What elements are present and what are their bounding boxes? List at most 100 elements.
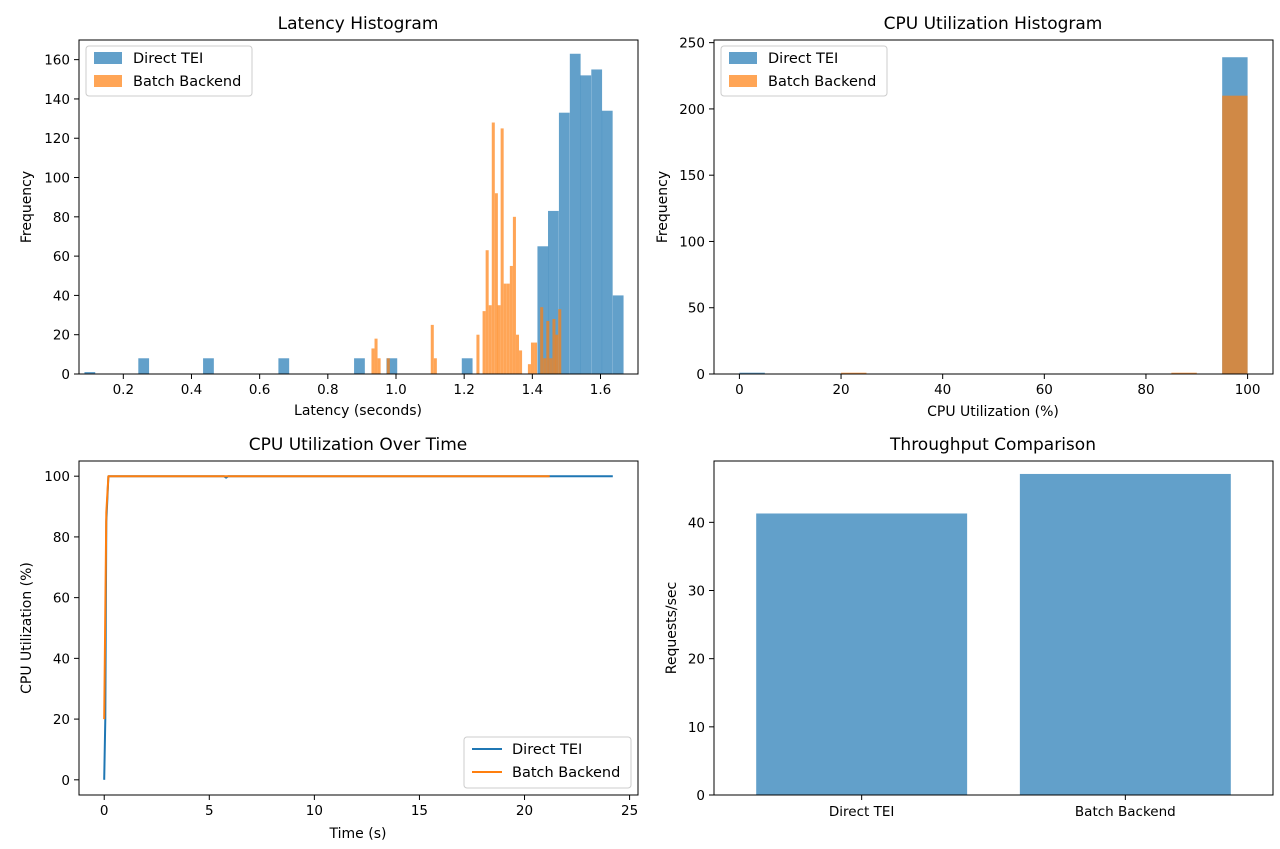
- y-tick-label: 80: [53, 210, 70, 226]
- batch-backend-hist-bar: [549, 358, 553, 374]
- batch-backend-hist-bar: [476, 334, 480, 374]
- cpu-histogram-title: CPU Utilization Histogram: [884, 14, 1103, 34]
- latency-histogram-panel: Latency Histogram 0.2 0.4 0.6 0.8 1.0 1.2 1.4 1…: [19, 14, 639, 419]
- batch-backend-hist-bar: [527, 364, 531, 374]
- throughput-bars: [756, 473, 1231, 795]
- batch-backend-hist-bar: [558, 309, 562, 374]
- y-tick-label: 0: [61, 367, 70, 383]
- latency-bars: [84, 53, 624, 375]
- throughput-x-ticks: Direct TEI Batch Backend: [829, 795, 1176, 820]
- cpu-time-legend: Direct TEI Batch Backend: [463, 736, 632, 789]
- batch-backend-hist-bar: [503, 283, 507, 374]
- batch-backend-hist-bar: [555, 334, 559, 374]
- cpu-hist-x-ticks: 0 20 40 60 80 100: [735, 374, 1260, 398]
- x-tick-label: 100: [1235, 382, 1261, 398]
- cpu-time-y-label: CPU Utilization (%): [19, 562, 35, 694]
- throughput-bar-batch-backend: [1019, 473, 1231, 795]
- x-tick-label: Batch Backend: [1075, 804, 1176, 820]
- y-tick-label: 160: [44, 53, 70, 69]
- direct-tei-hist-bar: [461, 358, 473, 374]
- x-tick-label: 60: [1036, 382, 1053, 398]
- direct-tei-hist-bar: [386, 358, 398, 374]
- y-tick-label: 140: [44, 92, 70, 108]
- x-tick-label: 5: [205, 803, 214, 819]
- batch-backend-hist-bar: [534, 342, 538, 374]
- x-tick-label: 0: [100, 803, 109, 819]
- y-tick-label: 0: [61, 773, 70, 789]
- throughput-title: Throughput Comparison: [889, 435, 1096, 455]
- y-tick-label: 20: [53, 328, 70, 344]
- cpu-hist-legend: Direct TEI Batch Backend: [720, 45, 888, 97]
- latency-histogram-title: Latency Histogram: [278, 14, 439, 34]
- direct-tei-hist-bar: [739, 372, 765, 374]
- y-tick-label: 30: [688, 584, 705, 600]
- x-tick-label: Direct TEI: [829, 804, 894, 820]
- x-tick-label: 10: [306, 803, 323, 819]
- y-tick-label: 250: [679, 36, 705, 52]
- x-tick-label: 1.0: [385, 382, 406, 398]
- direct-tei-hist-bar: [548, 210, 559, 374]
- cpu-hist-plot-frame: [713, 39, 1274, 375]
- latency-plot-frame: [78, 39, 639, 375]
- cpu-hist-legend-box: [720, 45, 888, 97]
- x-tick-label: 20: [832, 382, 849, 398]
- latency-legend-swatch-direct: [94, 52, 122, 64]
- latency-legend-batch: Batch Backend: [133, 74, 241, 90]
- latency-legend-swatch-batch: [94, 75, 122, 87]
- batch-backend-hist-bar: [552, 318, 556, 374]
- direct-tei-hist-bar: [601, 110, 613, 375]
- y-tick-label: 40: [688, 515, 705, 531]
- y-tick-label: 60: [53, 249, 70, 265]
- y-tick-label: 100: [679, 234, 705, 250]
- x-tick-label: 1.4: [522, 382, 543, 398]
- direct-tei-hist-bar: [203, 358, 214, 374]
- batch-backend-hist-bar: [485, 250, 489, 374]
- batch-backend-hist-bar: [512, 216, 516, 374]
- direct-tei-hist-bar: [84, 372, 96, 374]
- latency-x-ticks: 0.2 0.4 0.6 0.8 1.0 1.2 1.4 1.6: [113, 374, 611, 398]
- batch-backend-hist-bar: [506, 283, 510, 374]
- x-tick-label: 25: [621, 803, 638, 819]
- throughput-y-label: Requests/sec: [664, 582, 680, 674]
- direct-tei-hist-bar: [278, 358, 290, 374]
- batch-backend-hist-bar: [546, 320, 550, 374]
- cpu-time-legend-batch: Batch Backend: [512, 765, 620, 781]
- latency-legend: Direct TEI Batch Backend: [85, 45, 253, 97]
- batch-backend-hist-bar: [841, 372, 867, 374]
- y-tick-label: 20: [53, 712, 70, 728]
- batch-backend-hist-bar: [377, 358, 381, 374]
- batch-backend-hist-bar: [519, 350, 523, 374]
- y-tick-label: 50: [688, 301, 705, 317]
- cpu-time-plot-frame: [78, 460, 639, 796]
- batch-backend-hist-bar: [386, 358, 390, 374]
- batch-backend-hist-bar: [371, 348, 375, 374]
- x-tick-label: 0.2: [113, 382, 134, 398]
- y-tick-label: 0: [696, 788, 705, 804]
- cpu-hist-legend-direct: Direct TEI: [768, 51, 838, 67]
- cpu-time-x-label: Time (s): [329, 826, 387, 842]
- cpu-hist-y-ticks: 0 50 100 150 200 250: [679, 36, 714, 383]
- cpu-histogram-panel: CPU Utilization Histogram 0 20 40 60 80 100 0…: [655, 14, 1274, 420]
- cpu-time-panel: CPU Utilization Over Time 0 5 10 15 20 25 0 20…: [19, 435, 639, 842]
- cpu-time-legend-direct: Direct TEI: [512, 742, 582, 758]
- x-tick-label: 1.6: [590, 382, 611, 398]
- y-tick-label: 40: [53, 288, 70, 304]
- latency-y-label: Frequency: [19, 171, 35, 243]
- batch-backend-hist-bar: [509, 265, 513, 374]
- y-tick-label: 200: [679, 102, 705, 118]
- y-tick-label: 20: [688, 652, 705, 668]
- direct-tei-hist-bar: [558, 112, 570, 374]
- cpu-time-title: CPU Utilization Over Time: [249, 435, 467, 455]
- y-tick-label: 60: [53, 591, 70, 607]
- batch-backend-hist-bar: [430, 324, 434, 374]
- x-tick-label: 20: [516, 803, 533, 819]
- y-tick-label: 80: [53, 530, 70, 546]
- direct-tei-hist-bar: [138, 358, 150, 374]
- batch-backend-hist-bar: [540, 307, 544, 374]
- batch-backend-hist-bar: [530, 342, 535, 374]
- direct-tei-hist-bar: [354, 358, 365, 374]
- x-tick-label: 0.8: [317, 382, 338, 398]
- direct-tei-hist-bar: [612, 295, 624, 374]
- throughput-plot-frame: [713, 460, 1274, 796]
